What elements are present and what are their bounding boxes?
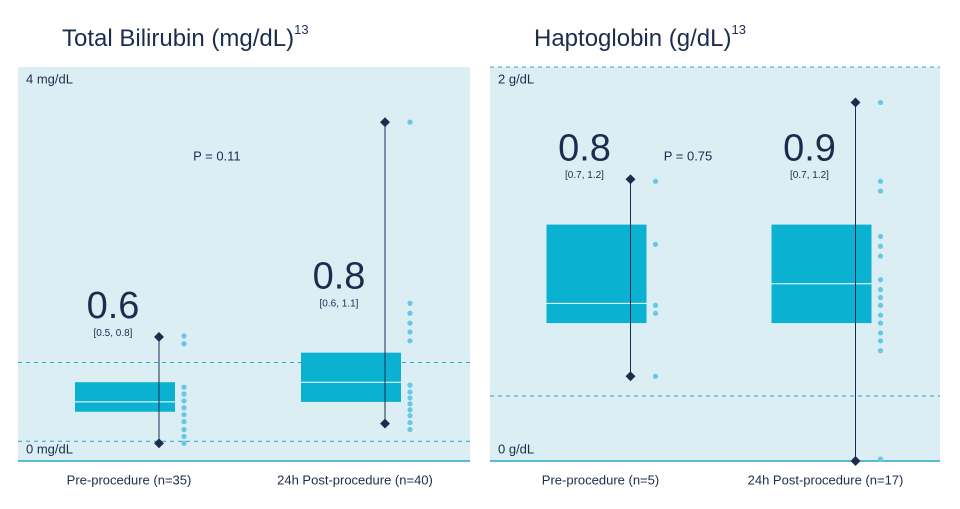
data-point <box>181 412 187 418</box>
data-point <box>877 302 884 308</box>
y-tick-label: 4 mg/dL <box>26 71 73 86</box>
data-point <box>877 287 884 293</box>
data-point <box>652 241 659 247</box>
data-point <box>407 426 413 433</box>
data-point <box>877 456 884 462</box>
whisker-cap <box>154 331 164 342</box>
data-point <box>407 419 413 426</box>
data-point <box>407 401 413 407</box>
median-label: 0.6 <box>87 285 140 327</box>
range-label: [0.7, 1.2] <box>565 170 604 181</box>
data-point <box>652 310 659 316</box>
data-point <box>877 99 884 106</box>
data-point <box>407 329 413 335</box>
whisker-cap <box>380 418 390 429</box>
chart-title: Haptoglobin (g/dL)13 <box>534 22 746 52</box>
data-point <box>407 413 413 419</box>
data-point <box>181 341 187 347</box>
title-text: Haptoglobin (g/dL) <box>534 25 731 52</box>
whisker-cap <box>625 174 636 185</box>
annotation: P = 0.11 <box>193 148 241 163</box>
data-point <box>877 330 884 336</box>
data-point <box>407 382 413 388</box>
whisker-cap <box>625 371 636 382</box>
data-point <box>652 373 659 379</box>
data-point <box>652 178 659 184</box>
y-tick-label: 2 g/dL <box>498 71 534 86</box>
data-point <box>181 426 187 433</box>
data-point <box>877 320 884 326</box>
range-label: [0.6, 1.1] <box>320 298 359 309</box>
data-point <box>407 300 413 306</box>
box <box>75 382 175 412</box>
data-point <box>877 277 884 283</box>
data-point <box>877 253 884 259</box>
data-point <box>877 243 884 249</box>
data-point <box>877 312 884 318</box>
whisker-cap <box>154 438 164 449</box>
x-tick-label: 24h Post-procedure (n=17) <box>748 472 904 487</box>
x-tick-label: Pre-procedure (n=35) <box>67 472 192 487</box>
range-label: [0.7, 1.2] <box>790 170 829 181</box>
data-point <box>877 233 884 240</box>
median-label: 0.8 <box>313 256 366 298</box>
box <box>546 224 647 324</box>
data-point <box>407 338 413 344</box>
data-point <box>877 348 884 354</box>
y-tick-label: 0 g/dL <box>498 441 534 456</box>
data-point <box>877 178 884 184</box>
data-point <box>181 398 187 404</box>
data-point <box>877 294 884 301</box>
data-point <box>181 391 187 397</box>
range-label: [0.5, 0.8] <box>94 328 133 339</box>
data-point <box>181 433 187 439</box>
y-tick-label: 0 mg/dL <box>26 441 73 456</box>
box <box>771 224 872 324</box>
whisker-cap <box>850 456 861 466</box>
data-point <box>407 310 413 316</box>
title-reference: 13 <box>294 22 308 37</box>
title-reference: 13 <box>731 22 745 37</box>
data-point <box>181 440 187 446</box>
title-text: Total Bilirubin (mg/dL) <box>62 25 294 52</box>
data-point <box>407 389 413 395</box>
data-point <box>407 395 413 401</box>
box <box>301 352 401 402</box>
data-point <box>652 302 659 308</box>
data-point <box>181 405 187 411</box>
data-point <box>407 320 413 326</box>
data-point <box>407 119 413 125</box>
data-point <box>877 188 884 194</box>
median-label: 0.8 <box>558 128 611 170</box>
chart-title: Total Bilirubin (mg/dL)13 <box>62 22 309 52</box>
data-point <box>181 419 187 425</box>
data-point <box>181 384 187 390</box>
data-point <box>877 338 884 344</box>
annotation: P = 0.75 <box>664 148 713 163</box>
whisker-cap <box>850 97 861 108</box>
x-tick-label: 24h Post-procedure (n=40) <box>277 472 433 487</box>
x-tick-label: Pre-procedure (n=5) <box>542 472 659 487</box>
data-point <box>181 333 187 339</box>
median-label: 0.9 <box>783 128 836 170</box>
data-point <box>407 407 413 413</box>
